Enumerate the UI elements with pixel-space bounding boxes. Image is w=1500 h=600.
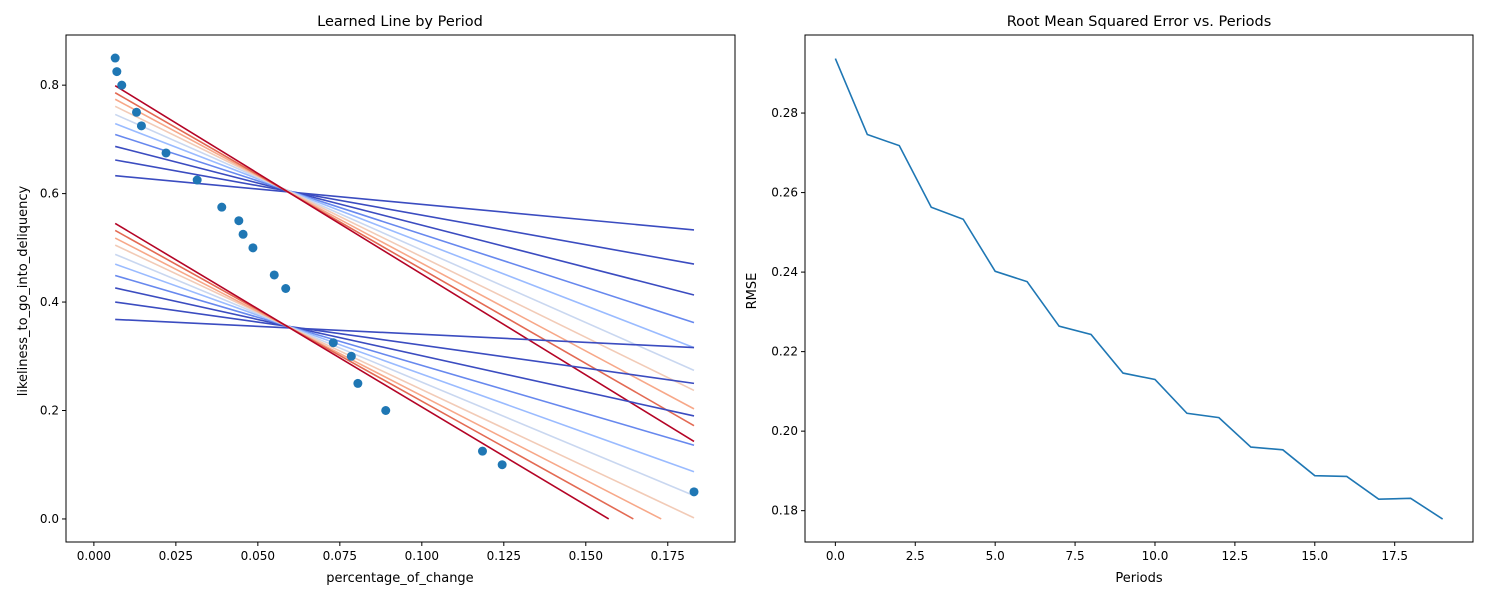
y-tick-label: 0.2 — [40, 404, 59, 418]
data-point — [689, 487, 699, 497]
data-point — [248, 243, 258, 253]
x-tick-label: 5.0 — [986, 549, 1005, 563]
learned-line — [115, 174, 695, 231]
data-point — [381, 406, 391, 416]
x-axis-ticks: 0.0 2.5 5.0 7.5 10.0 12.5 15.0 17.5 — [826, 542, 1408, 563]
chart-title: Learned Line by Period — [317, 14, 483, 30]
learned-line — [115, 159, 695, 265]
learned-line-chart: Learned Line by Period percentage_of_cha… — [16, 14, 736, 586]
learned-line — [114, 274, 695, 446]
x-tick-label: 7.5 — [1066, 549, 1085, 563]
data-point — [328, 338, 338, 348]
rmse-series — [834, 58, 1444, 520]
x-tick-label: 15.0 — [1301, 549, 1328, 563]
data-point — [234, 216, 244, 226]
data-point — [136, 121, 146, 131]
data-point — [353, 378, 363, 388]
plot-frame — [65, 34, 736, 543]
x-axis-label: percentage_of_change — [326, 571, 473, 586]
learned-line — [114, 253, 695, 497]
x-tick-label: 0.075 — [323, 549, 357, 563]
learned-line — [114, 113, 695, 372]
y-tick-label: 0.0 — [40, 512, 59, 526]
learned-line — [114, 133, 695, 324]
x-tick-label: 0.175 — [651, 549, 685, 563]
x-tick-label: 0.050 — [241, 549, 275, 563]
learned-line — [114, 263, 695, 473]
x-tick-label: 0.025 — [159, 549, 193, 563]
x-tick-label: 12.5 — [1222, 549, 1249, 563]
data-point — [110, 53, 120, 63]
y-axis-ticks: 0.0 0.2 0.4 0.6 0.8 — [40, 78, 66, 526]
rmse-line — [834, 58, 1444, 520]
learned-line — [115, 287, 695, 417]
x-tick-label: 2.5 — [906, 549, 925, 563]
learned-line — [114, 98, 695, 410]
y-tick-label: 0.18 — [771, 504, 798, 518]
y-tick-label: 0.4 — [40, 295, 59, 309]
data-point — [217, 202, 227, 212]
x-tick-label: 0.150 — [569, 549, 603, 563]
learned-line — [114, 85, 695, 443]
plot-frame — [804, 34, 1474, 543]
y-tick-label: 0.8 — [40, 78, 59, 92]
learned-line — [114, 145, 695, 296]
x-tick-label: 0.0 — [826, 549, 845, 563]
y-tick-label: 0.28 — [771, 106, 798, 120]
y-tick-label: 0.22 — [771, 345, 798, 359]
data-point — [346, 351, 356, 361]
x-tick-label: 0.125 — [487, 549, 521, 563]
y-tick-label: 0.26 — [771, 186, 798, 200]
learned-line — [115, 301, 695, 385]
x-tick-label: 0.100 — [405, 549, 439, 563]
x-tick-label: 0.000 — [77, 549, 111, 563]
x-tick-label: 10.0 — [1142, 549, 1169, 563]
x-tick-label: 17.5 — [1381, 549, 1408, 563]
y-tick-label: 0.20 — [771, 424, 798, 438]
data-point — [112, 67, 122, 77]
x-axis-label: Periods — [1115, 571, 1163, 586]
data-point — [132, 107, 142, 117]
learned-line — [114, 244, 695, 519]
data-point — [238, 229, 248, 239]
learned-line — [114, 229, 634, 520]
data-point — [117, 80, 127, 90]
learned-line — [115, 318, 695, 349]
learned-lines — [114, 85, 695, 520]
y-axis-label: RMSE — [745, 273, 760, 310]
data-point — [269, 270, 279, 280]
data-point — [477, 446, 487, 456]
data-point — [192, 175, 202, 185]
data-point — [497, 460, 507, 470]
learned-line — [114, 122, 695, 349]
rmse-chart: Root Mean Squared Error vs. Periods Peri… — [745, 14, 1474, 586]
learned-line — [114, 222, 610, 520]
y-tick-label: 0.24 — [771, 265, 798, 279]
x-axis-ticks: 0.000 0.025 0.050 0.075 0.100 0.125 0.150 0.175 — [77, 542, 685, 563]
chart-title: Root Mean Squared Error vs. Periods — [1007, 14, 1272, 30]
data-point — [161, 148, 171, 158]
y-axis-label: likeliness_to_go_into_deliquency — [16, 185, 31, 396]
scatter-points — [110, 53, 699, 497]
learned-line — [114, 237, 662, 520]
y-axis-ticks: 0.18 0.20 0.22 0.24 0.26 0.28 — [771, 106, 805, 518]
data-point — [281, 284, 291, 293]
y-tick-label: 0.6 — [40, 187, 59, 201]
